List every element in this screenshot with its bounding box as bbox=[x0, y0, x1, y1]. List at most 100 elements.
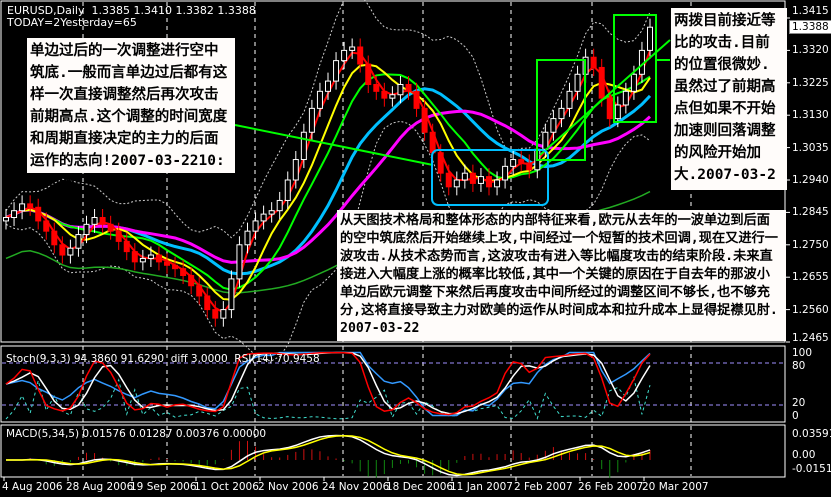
candle-body bbox=[172, 264, 179, 270]
stoch-tick-label: 100 bbox=[792, 347, 813, 359]
candle-body bbox=[3, 217, 9, 222]
chart-header-today: TODAY=2Yesterday=65 bbox=[7, 16, 137, 29]
candle-body bbox=[11, 210, 18, 219]
candle-body bbox=[292, 159, 299, 181]
annotation-bottom: 从天图技术格局和整体形态的内部特征来看,欧元从去年的一波单边到后面的空中筑底然后… bbox=[337, 210, 786, 341]
candle-body bbox=[123, 240, 130, 253]
macd-tick-label: 0.03591 bbox=[792, 428, 831, 440]
candle-body bbox=[107, 223, 114, 232]
annotation-right: 两拨目前接近等比的攻击.目前的位置很微妙.虽然过了前期高点但如果不开始加速则回落… bbox=[671, 8, 787, 205]
candle-body bbox=[284, 179, 291, 201]
channel-line bbox=[539, 39, 671, 156]
candle-body bbox=[325, 80, 331, 92]
candle-body bbox=[341, 49, 348, 62]
ma-green bbox=[5, 73, 651, 291]
stoch-main-line bbox=[5, 351, 651, 416]
candle-body bbox=[469, 172, 476, 184]
candle-body bbox=[477, 176, 484, 184]
candle-body bbox=[252, 220, 259, 232]
candle-body bbox=[244, 230, 251, 246]
candle-body bbox=[558, 107, 565, 120]
candle-body bbox=[180, 268, 187, 276]
candle-body bbox=[51, 230, 58, 246]
candle-body bbox=[453, 179, 460, 188]
macd-signal-line bbox=[6, 434, 651, 476]
candle-body bbox=[300, 131, 307, 161]
stoch-tick-label: 20 bbox=[792, 397, 806, 409]
candle-body bbox=[276, 199, 283, 212]
candle-body bbox=[236, 244, 243, 280]
date-tick-label: 24 Nov 2006 bbox=[322, 481, 390, 493]
candle-body bbox=[630, 73, 637, 92]
candle-body bbox=[59, 244, 66, 256]
macd-tick-label: 0.00 bbox=[792, 449, 816, 461]
candle-body bbox=[445, 172, 452, 188]
candle-body bbox=[83, 223, 90, 236]
candle-body bbox=[413, 90, 420, 109]
candle-body bbox=[204, 295, 211, 311]
candle-body bbox=[373, 84, 380, 92]
candle-body bbox=[574, 73, 581, 92]
candle-body bbox=[131, 251, 138, 263]
date-tick-label: 26 Feb 2007 bbox=[578, 481, 644, 493]
candle-body bbox=[518, 159, 525, 164]
candle-body bbox=[502, 165, 509, 181]
candle-body bbox=[35, 206, 42, 222]
price-tick-label: 1.2655 bbox=[792, 271, 829, 284]
stoch-tick-label: 80 bbox=[792, 360, 806, 372]
candle-body bbox=[268, 210, 275, 215]
candle-body bbox=[147, 254, 154, 259]
stoch-rsi-label: Stoch(9,3,3) 94.3860 91.6290 diff 3.0000… bbox=[6, 353, 320, 365]
price-tick-label: 1.3225 bbox=[792, 76, 829, 89]
candle-body bbox=[333, 60, 340, 82]
candle-body bbox=[421, 107, 428, 133]
candle-body bbox=[115, 230, 122, 242]
candle-body bbox=[429, 131, 436, 154]
candle-body bbox=[139, 257, 146, 263]
price-tick-label: 1.2845 bbox=[792, 206, 829, 219]
candle-body bbox=[542, 131, 549, 150]
date-tick-label: 28 Aug 2006 bbox=[66, 481, 134, 493]
date-tick-label: 19 Sep 2006 bbox=[130, 481, 197, 493]
candle-body bbox=[598, 66, 605, 99]
candle-body bbox=[397, 84, 404, 96]
candle-body bbox=[510, 159, 517, 167]
candle-body bbox=[164, 261, 170, 266]
candle-body bbox=[188, 274, 195, 287]
bollinger-upper bbox=[5, 0, 651, 239]
stoch-tick-label: 0 bbox=[792, 410, 799, 422]
candle-body bbox=[27, 203, 34, 208]
candle-body bbox=[67, 247, 74, 256]
candle-body bbox=[357, 46, 364, 65]
candle-body bbox=[647, 26, 653, 51]
price-tick-label: 1.2465 bbox=[792, 332, 829, 344]
date-tick-label: 11 Oct 2006 bbox=[194, 481, 259, 493]
candle-body bbox=[381, 90, 388, 99]
candle-body bbox=[75, 234, 82, 249]
macd-tick-label: -0.01511 bbox=[792, 463, 831, 475]
date-tick-label: 18 Dec 2006 bbox=[386, 481, 454, 493]
candle-body bbox=[405, 84, 412, 92]
candle-body bbox=[437, 152, 444, 174]
price-tick-label: 1.3415 bbox=[792, 5, 829, 17]
date-tick-label: 2 Feb 2007 bbox=[514, 481, 573, 493]
candle-body bbox=[461, 172, 468, 181]
stoch-panel-frame bbox=[0, 345, 786, 423]
stoch-diff-line bbox=[5, 375, 651, 420]
candle-body bbox=[566, 90, 573, 109]
candle-body bbox=[19, 203, 26, 212]
candle-body bbox=[494, 179, 501, 188]
candle-body bbox=[99, 217, 106, 225]
candle-body bbox=[526, 162, 533, 171]
current-price-label: 1.3388 bbox=[789, 20, 831, 34]
price-tick-label: 1.3130 bbox=[792, 109, 829, 122]
date-tick-label: 4 Aug 2006 bbox=[2, 481, 63, 493]
macd-label: MACD(5,34,5) 0.01576 0.01287 0.00376 0.0… bbox=[6, 428, 267, 440]
consolidation-box bbox=[431, 149, 549, 206]
candle-body bbox=[622, 90, 629, 106]
price-tick-label: 1.3320 bbox=[792, 44, 829, 57]
candle-body bbox=[606, 97, 613, 120]
chart-header-symbol: EURUSD,Daily 1.3385 1.3410 1.3382 1.3388 bbox=[7, 4, 256, 17]
candle-body bbox=[196, 285, 203, 297]
